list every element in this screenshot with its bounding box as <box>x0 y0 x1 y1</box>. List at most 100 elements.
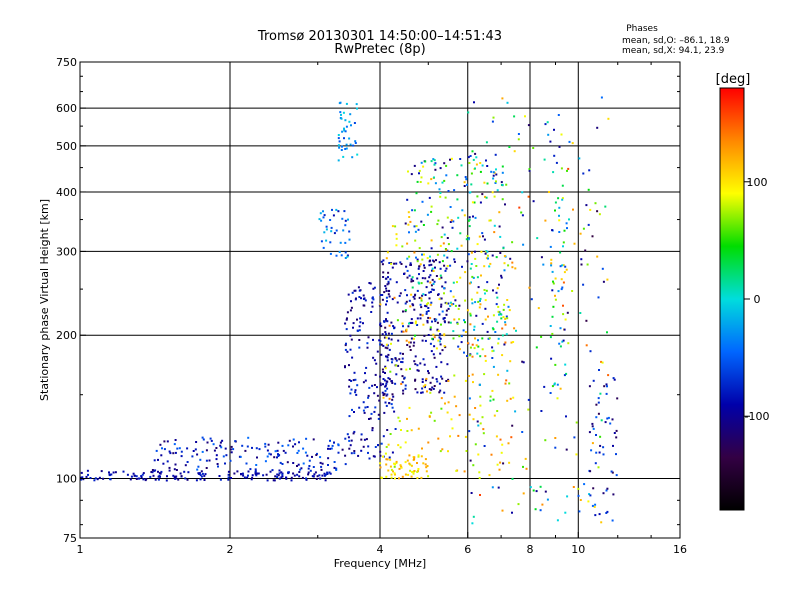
data-point <box>459 158 462 160</box>
data-point <box>609 422 612 425</box>
data-point <box>338 140 341 143</box>
data-point <box>407 325 410 328</box>
data-point <box>593 505 596 508</box>
data-point <box>433 280 436 283</box>
data-point <box>178 447 181 450</box>
data-point <box>598 369 600 371</box>
data-point <box>397 364 400 367</box>
data-point <box>546 121 549 124</box>
data-point <box>597 412 600 415</box>
data-point <box>353 411 355 413</box>
data-point <box>454 299 457 302</box>
data-point <box>184 477 187 480</box>
data-point <box>559 327 562 330</box>
data-point <box>511 261 514 264</box>
data-point <box>491 346 494 349</box>
data-point <box>367 445 370 448</box>
data-point <box>558 145 561 148</box>
data-point <box>464 435 467 438</box>
data-point <box>358 339 361 341</box>
data-point <box>554 298 557 301</box>
data-point <box>246 445 249 448</box>
data-point <box>495 168 497 171</box>
data-point <box>345 328 348 331</box>
data-point <box>110 473 113 476</box>
data-point <box>386 393 389 396</box>
data-point <box>379 382 382 385</box>
data-point <box>438 261 441 264</box>
data-point <box>479 383 481 386</box>
data-point <box>529 486 532 489</box>
data-point <box>372 287 375 290</box>
data-point <box>444 248 447 250</box>
data-point <box>460 341 463 344</box>
data-point <box>305 437 308 440</box>
data-point <box>549 140 552 143</box>
data-point <box>453 374 456 377</box>
data-point <box>366 342 369 345</box>
data-point <box>402 310 404 313</box>
data-point <box>382 276 385 278</box>
data-point <box>532 200 535 203</box>
data-point <box>384 389 387 392</box>
data-point <box>163 440 166 443</box>
data-point <box>452 295 455 298</box>
data-point <box>431 288 434 291</box>
data-point <box>613 378 616 381</box>
data-point <box>482 432 485 435</box>
data-point <box>305 477 307 480</box>
data-point <box>399 352 402 355</box>
x-tick-label: 16 <box>673 543 687 556</box>
data-point <box>322 216 325 219</box>
data-point <box>499 252 502 254</box>
data-point <box>473 347 476 350</box>
data-point <box>327 464 329 466</box>
data-point <box>315 454 318 456</box>
data-point <box>380 442 383 445</box>
data-point <box>350 338 353 341</box>
data-point <box>417 454 420 457</box>
data-point <box>385 277 388 280</box>
data-point <box>540 256 543 259</box>
data-point <box>180 475 183 478</box>
data-point <box>468 413 471 416</box>
data-point <box>501 198 504 201</box>
data-point <box>596 255 599 258</box>
data-point <box>387 443 390 446</box>
data-point <box>245 462 248 465</box>
data-point <box>470 298 473 301</box>
data-point <box>479 303 482 306</box>
data-point <box>458 414 461 417</box>
data-point <box>344 322 347 325</box>
data-point <box>384 331 387 334</box>
data-point <box>222 455 225 458</box>
data-point <box>383 379 386 382</box>
data-point <box>478 477 481 479</box>
colorbar-tick-label: 0 <box>754 293 761 306</box>
data-point <box>426 213 429 216</box>
data-point <box>370 412 373 415</box>
data-point <box>382 435 385 438</box>
data-point <box>418 265 421 268</box>
data-point <box>356 153 359 156</box>
data-point <box>492 289 494 292</box>
data-point <box>423 253 425 256</box>
data-point <box>400 263 403 265</box>
data-point <box>424 386 426 389</box>
data-point <box>416 317 419 320</box>
data-point <box>497 373 500 376</box>
data-point <box>154 478 157 481</box>
data-point <box>489 262 492 265</box>
data-point <box>405 265 408 268</box>
data-point <box>522 465 524 468</box>
data-point <box>387 276 389 279</box>
data-point <box>398 294 401 297</box>
data-point <box>501 443 504 446</box>
data-point <box>487 315 489 318</box>
data-point <box>426 257 429 260</box>
data-point <box>433 356 436 359</box>
data-point <box>425 310 428 313</box>
data-point <box>385 287 388 290</box>
data-point <box>509 397 512 400</box>
data-point <box>230 445 233 448</box>
